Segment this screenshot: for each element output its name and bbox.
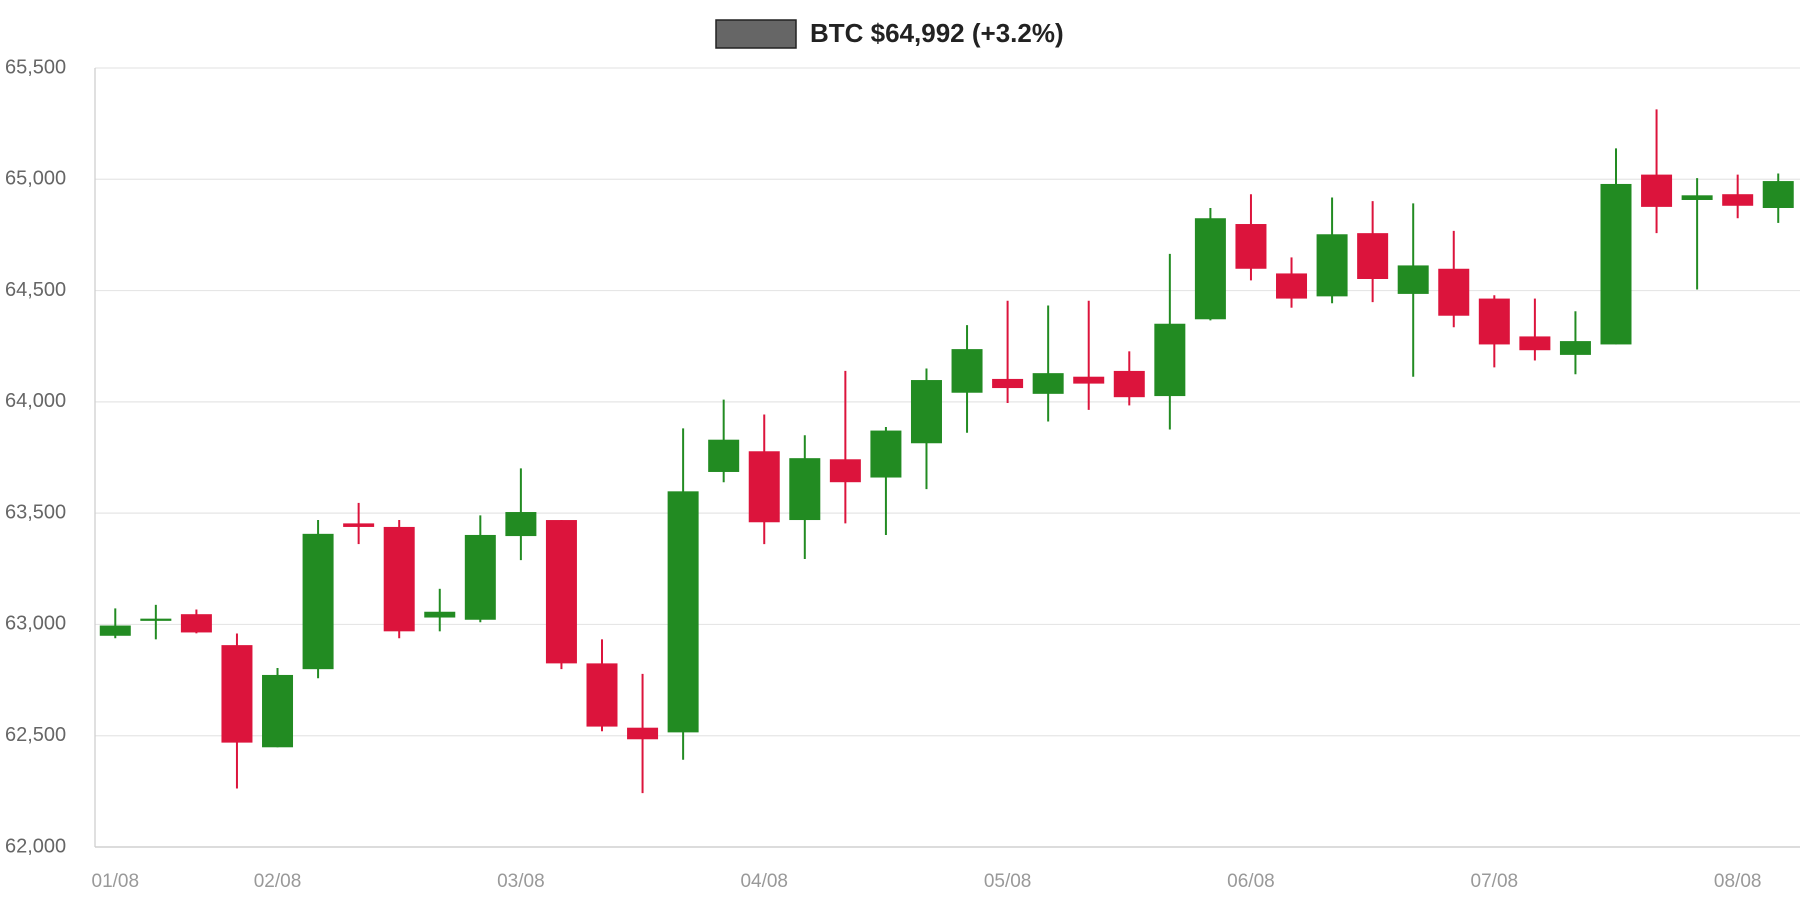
candle-body <box>1235 224 1267 269</box>
x-tick-label: 05/08 <box>984 871 1032 892</box>
candle-body <box>1194 218 1226 320</box>
candle-body <box>1397 265 1429 294</box>
y-tick-label: 62,000 <box>5 835 66 857</box>
candle-body <box>1762 181 1794 208</box>
x-tick-label: 07/08 <box>1471 871 1519 892</box>
candle-body <box>1600 183 1632 345</box>
candle-body <box>505 512 537 537</box>
candle-body <box>180 614 212 633</box>
x-tick-label: 01/08 <box>92 871 140 892</box>
candle-body <box>1681 195 1713 200</box>
candle-body <box>1073 376 1105 384</box>
candle-body <box>1154 323 1186 397</box>
candle-body <box>343 523 375 527</box>
candle-body <box>708 439 740 472</box>
y-tick-label: 63,000 <box>5 613 66 635</box>
candle-body <box>1113 370 1145 398</box>
candle-body <box>1316 234 1348 297</box>
y-tick-label: 65,500 <box>5 56 66 78</box>
candle-body <box>951 349 983 393</box>
y-tick-label: 62,500 <box>5 724 66 746</box>
candle-body <box>1722 194 1754 206</box>
x-tick-label: 08/08 <box>1714 871 1762 892</box>
candle-body <box>748 451 780 523</box>
candle-body <box>1357 233 1389 279</box>
candle-body <box>383 526 415 632</box>
candle-body <box>667 491 699 733</box>
y-tick-label: 64,000 <box>5 390 66 412</box>
candle-body <box>464 534 496 620</box>
candle-body <box>99 625 131 636</box>
candle-body <box>829 459 861 483</box>
y-tick-label: 65,000 <box>5 168 66 190</box>
candle-body <box>302 533 334 670</box>
legend-swatch <box>715 19 797 49</box>
candle-body <box>789 458 821 521</box>
y-tick-label: 64,500 <box>5 279 66 301</box>
candle-body <box>424 611 456 618</box>
candle-body <box>586 663 618 727</box>
candle-body <box>910 380 942 444</box>
candle-body <box>1478 298 1510 345</box>
candle-body <box>870 430 902 478</box>
candle-body <box>627 727 659 740</box>
y-tick-label: 63,500 <box>5 501 66 523</box>
x-tick-label: 04/08 <box>740 871 788 892</box>
x-tick-label: 06/08 <box>1227 871 1275 892</box>
legend-label: BTC $64,992 (+3.2%) <box>810 18 1064 48</box>
x-tick-label: 02/08 <box>254 871 302 892</box>
candle-body <box>545 520 577 664</box>
candle-body <box>1438 268 1470 316</box>
candle-body <box>1519 336 1551 351</box>
candle-body <box>262 674 294 748</box>
candle-body <box>992 378 1024 389</box>
x-tick-label: 03/08 <box>497 871 545 892</box>
candle-body <box>140 618 172 621</box>
candle-body <box>1641 174 1673 207</box>
candle-body <box>1276 273 1308 299</box>
candle-body <box>1032 373 1064 394</box>
candle-body <box>221 645 253 743</box>
candle-body <box>1559 341 1591 355</box>
